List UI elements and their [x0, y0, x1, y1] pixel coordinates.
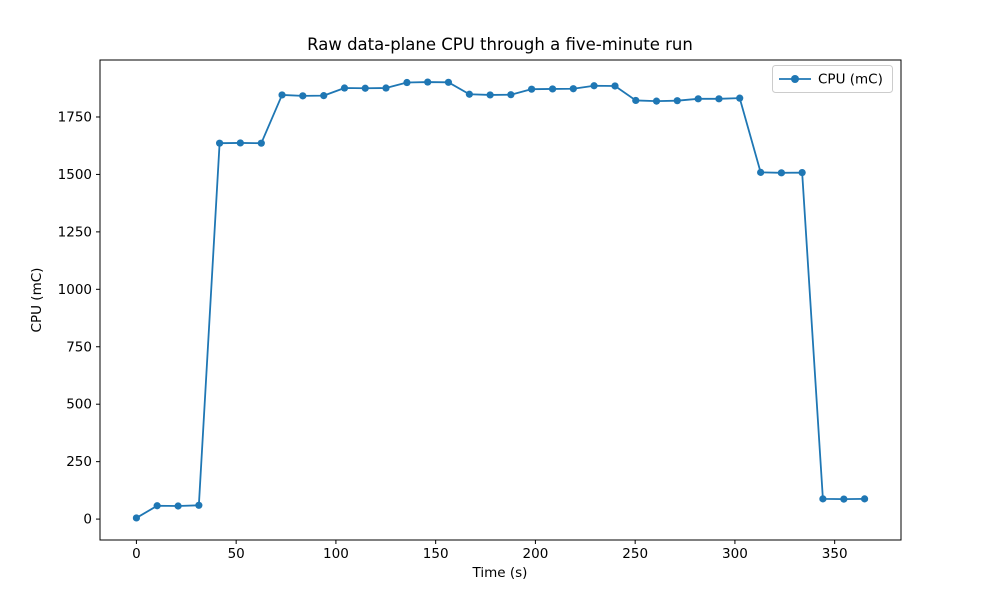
y-tick-label: 250	[66, 454, 92, 470]
data-point	[736, 94, 744, 102]
data-point	[673, 97, 681, 105]
data-point	[299, 92, 307, 100]
data-point	[840, 495, 848, 503]
data-point	[132, 514, 141, 522]
data-point	[798, 168, 806, 177]
data-point	[757, 168, 765, 176]
data-point	[528, 85, 536, 93]
x-axis-label: Time (s)	[472, 565, 528, 581]
x-tick-label: 200	[523, 546, 549, 562]
data-point	[236, 139, 244, 147]
data-point	[548, 85, 557, 93]
legend: CPU (mC)	[772, 65, 893, 93]
plot-area	[99, 59, 902, 541]
x-tick-label: 250	[622, 546, 648, 562]
data-point	[153, 502, 161, 510]
data-point	[486, 91, 494, 99]
y-tick-label: 500	[66, 397, 92, 413]
plot-content: 0 50 100 150 200 250 300 350 0 250 500 750 1000 1250 1…	[58, 78, 869, 562]
data-point	[611, 82, 619, 90]
data-point	[444, 78, 453, 86]
data-point	[715, 95, 723, 103]
legend-marker-icon	[791, 75, 799, 83]
y-tick-label: 1250	[58, 224, 92, 240]
data-point	[216, 139, 224, 147]
data-point	[652, 97, 661, 105]
x-tick-label: 350	[822, 546, 848, 562]
series-line	[135, 81, 866, 519]
y-tick-label: 0	[83, 512, 92, 528]
x-tick-label: 0	[132, 546, 141, 562]
data-point	[465, 90, 473, 98]
data-point	[507, 91, 515, 99]
data-point	[278, 91, 286, 99]
data-point	[569, 85, 577, 93]
data-point	[860, 495, 869, 503]
data-point	[382, 84, 390, 92]
data-point	[694, 95, 702, 103]
x-tick-label: 50	[228, 546, 245, 562]
chart-title: Raw data-plane CPU through a five-minute…	[307, 35, 693, 54]
legend-box	[772, 65, 893, 93]
data-point	[424, 78, 432, 86]
y-tick-label: 1500	[58, 167, 92, 183]
legend-label: CPU (mC)	[818, 72, 883, 88]
x-tick-label: 100	[323, 546, 349, 562]
data-point	[195, 501, 203, 509]
data-point	[632, 96, 640, 105]
data-point	[361, 84, 369, 92]
x-tick-label: 300	[722, 546, 748, 562]
data-point	[777, 169, 785, 177]
y-tick-label: 1000	[58, 282, 92, 298]
data-point	[819, 495, 827, 503]
x-tick-label: 150	[423, 546, 449, 562]
y-tick-label: 750	[66, 339, 92, 355]
data-point	[340, 84, 349, 92]
data-point	[320, 92, 328, 100]
data-point	[174, 502, 182, 510]
y-axis-label: CPU (mC)	[29, 268, 45, 333]
data-point	[590, 82, 598, 90]
y-tick-label: 1750	[58, 109, 92, 125]
data-point	[257, 139, 265, 147]
data-point	[403, 78, 411, 87]
